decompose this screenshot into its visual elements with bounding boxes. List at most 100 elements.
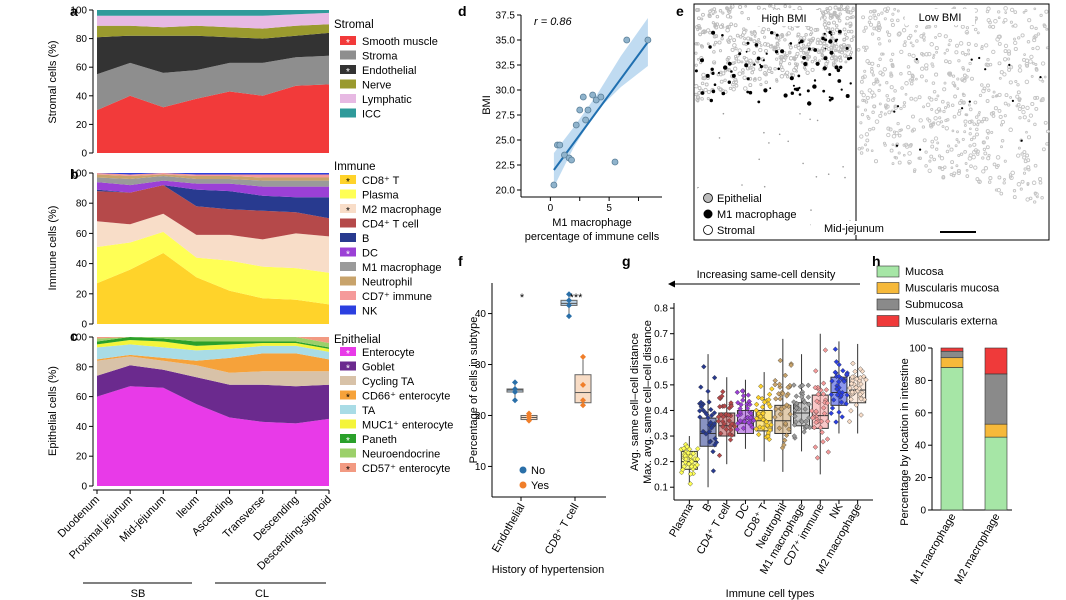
epithelial-cell [870, 149, 874, 153]
epithelial-cell [954, 144, 958, 148]
epithelial-cell [768, 4, 772, 8]
c-legend-swatch-cd57-enterocyte [340, 463, 356, 472]
a-y-tick-label: 40 [76, 91, 88, 102]
d-y-tick-label: 20.0 [496, 186, 516, 197]
g-point [858, 381, 864, 387]
c-area-paneth [97, 337, 329, 349]
epithelial-cell [1008, 127, 1013, 133]
epithelial-cell [714, 25, 719, 30]
epithelial-cell [859, 90, 864, 95]
epithelial-cell [974, 43, 978, 47]
g-point [791, 399, 797, 405]
m1-macrophage-cell [759, 63, 761, 66]
epithelial-cell [890, 18, 894, 23]
g-point [759, 395, 765, 402]
g-point [712, 435, 718, 442]
c-legend-star-enterocyte: * [346, 349, 350, 360]
epithelial-cell [908, 33, 913, 38]
m1-macrophage-cell [774, 50, 779, 54]
g-point [718, 411, 724, 418]
epithelial-cell [974, 115, 979, 119]
b-legend-swatch-cd7-immune [340, 291, 356, 300]
epithelial-cell [743, 37, 747, 41]
g-point [823, 387, 830, 393]
epithelial-cell [962, 100, 966, 104]
epithelial-cell [783, 55, 788, 60]
panel-letter-a: a [70, 3, 78, 19]
epithelial-cell [997, 92, 1002, 97]
g-point [858, 396, 864, 402]
epithelial-cell [975, 177, 980, 182]
g-point [747, 414, 754, 421]
scatter-point [556, 141, 564, 149]
g-point [849, 374, 855, 380]
epithelial-cell [885, 104, 890, 109]
g-point [712, 442, 718, 448]
epithelial-cell [975, 132, 979, 137]
epithelial-cell [1029, 25, 1034, 30]
g-point [836, 385, 842, 391]
g-y-tick-label: 0.2 [654, 457, 668, 468]
m1-macrophage-cell [813, 79, 817, 82]
epithelial-cell [846, 9, 851, 14]
epithelial-cell [1044, 9, 1049, 14]
g-point [728, 403, 735, 409]
low-bmi-label: Low BMI [919, 12, 962, 24]
h-legend-swatch-muscularis-externa [876, 315, 900, 327]
epithelial-cell [845, 16, 850, 21]
epithelial-cell [1016, 182, 1022, 187]
epithelial-cell [697, 86, 702, 91]
panel-letter-e: e [676, 3, 684, 19]
epithelial-cell [1036, 32, 1041, 36]
g-point [705, 388, 711, 394]
m1-macrophage-cell [789, 76, 794, 81]
epithelial-cell [835, 15, 840, 19]
stromal-cell [787, 140, 789, 143]
epithelial-cell [878, 102, 882, 106]
epithelial-cell [963, 123, 967, 127]
m1-macrophage-cell [828, 73, 832, 76]
epithelial-cell [936, 94, 940, 98]
g-x-tick-label-dc: DC [734, 501, 752, 521]
c-legend-swatch-muc1-enterocyte [340, 419, 356, 429]
epithelial-cell [966, 68, 971, 73]
epithelial-cell [967, 48, 970, 52]
f-y-tick-label: 40 [475, 309, 487, 320]
g-point [852, 368, 858, 375]
epithelial-cell [950, 160, 955, 165]
g-point [822, 347, 829, 353]
epithelial-cell [844, 22, 848, 26]
epithelial-cell [1014, 79, 1018, 84]
epithelial-cell [763, 35, 767, 39]
epithelial-cell [813, 27, 818, 33]
c-legend-label-paneth: Paneth [362, 434, 397, 446]
g-point [858, 412, 864, 418]
epithelial-cell [1026, 181, 1030, 186]
epithelial-cell [734, 57, 738, 61]
stromal-cell [844, 176, 846, 179]
epithelial-cell [712, 43, 716, 47]
a-legend-label-smooth-muscle: Smooth muscle [362, 36, 438, 48]
epithelial-cell [851, 6, 855, 10]
a-legend-title: Stromal [334, 19, 374, 31]
epithelial-cell [704, 82, 709, 87]
h-bar-m1-macrophage-submucosa [940, 350, 964, 359]
epithelial-cell [987, 88, 991, 92]
epithelial-cell [712, 7, 717, 11]
m1-macrophage-cell [765, 52, 768, 55]
b-legend-star-cd8-t: * [346, 177, 350, 188]
epithelial-cell [845, 36, 849, 40]
epithelial-cell [973, 100, 978, 105]
epithelial-cell [956, 87, 960, 90]
epithelial-cell [986, 156, 991, 161]
epithelial-cell [991, 49, 996, 55]
epithelial-cell [819, 49, 824, 54]
epithelial-cell [840, 4, 843, 8]
g-point [820, 380, 827, 386]
epithelial-cell [864, 143, 867, 147]
epithelial-cell [969, 164, 973, 169]
epithelial-cell [751, 67, 756, 72]
epithelial-cell [1039, 99, 1043, 103]
epithelial-cell [1045, 46, 1049, 50]
g-point [805, 394, 812, 400]
